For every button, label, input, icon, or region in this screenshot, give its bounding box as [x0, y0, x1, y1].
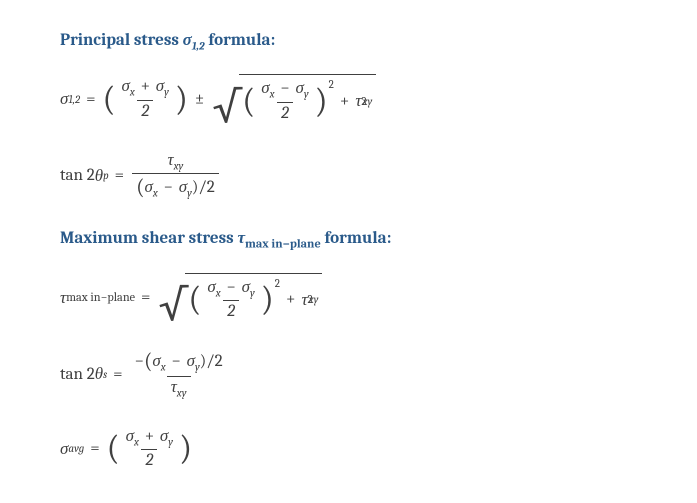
subscript-avg: avg: [68, 442, 84, 455]
denominator-2: 2: [137, 100, 153, 122]
heading-text: formula:: [205, 31, 276, 50]
sigma: σ: [60, 439, 68, 459]
formula-sigma-avg: σ avg = ( σx + σy 2 ): [60, 426, 677, 471]
subscript-s: s: [103, 368, 107, 381]
sigma: σ: [60, 89, 68, 109]
heading-text: Principal stress: [60, 31, 183, 50]
sqrt-group: √ ( σx − σy 2 ) 2 + τ2xy: [212, 74, 376, 123]
subscript-max-inplane: max in−plane: [66, 291, 135, 305]
tan-2: tan 2: [60, 166, 95, 185]
theta: θ: [95, 166, 103, 186]
subscript-12: 1,2: [68, 93, 80, 106]
fraction-tan-s: −(σx − σy)/2 τxy: [131, 348, 227, 400]
fraction-tan-p: τxy (σx − σy)/2: [132, 150, 219, 202]
heading-text: formula:: [321, 229, 392, 248]
sigma-x: σ: [122, 77, 130, 96]
exponent-2: 2: [329, 78, 334, 91]
formula-sigma12: σ 1,2 = ( σx + σy 2 ) ± √ ( σx − σy: [60, 74, 677, 123]
tau-subscript: max in−plane: [245, 237, 321, 251]
sigma-y: σ: [156, 77, 164, 96]
equals: =: [86, 90, 95, 109]
sigma-subscript: 1,2: [192, 39, 205, 52]
heading-principal-stress: Principal stress σ1,2 formula:: [60, 30, 677, 52]
sigma-symbol: σ: [183, 31, 192, 50]
subscript-p: p: [103, 169, 109, 182]
paren-group-avg: ( σx + σy 2 ): [103, 76, 188, 121]
formula-tau-max: τ max in−plane = √ ( σx − σy 2 ) 2 +: [60, 273, 677, 322]
sqrt-group: √ ( σx − σy 2 ) 2 + τ2xy: [158, 273, 322, 322]
plus-minus: ±: [195, 90, 204, 109]
tau-symbol: τ: [237, 229, 245, 248]
formula-tan-2theta-p: tan 2 θ p = τxy (σx − σy)/2: [60, 150, 677, 202]
formula-tan-2theta-s: tan 2 θ s = −(σx − σy)/2 τxy: [60, 348, 677, 400]
heading-text: Maximum shear stress: [60, 229, 237, 248]
heading-max-shear: Maximum shear stress τmax in−plane formu…: [60, 228, 677, 251]
paren-group-avg: ( σx + σy 2 ): [107, 426, 192, 471]
